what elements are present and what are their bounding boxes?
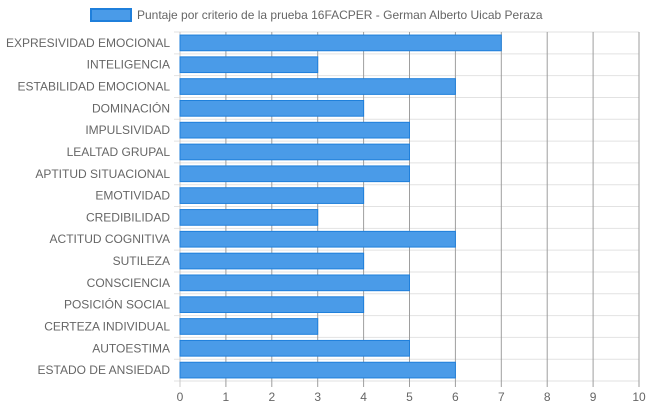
bars [179,34,502,379]
bar[interactable] [179,209,319,226]
y-tick-label: CREDIBILIDAD [86,210,170,224]
y-tick-label: ACTITUD COGNITIVA [50,232,170,246]
y-tick-label: IMPULSIVIDAD [85,123,170,137]
bar[interactable] [179,78,456,95]
bar[interactable] [179,187,365,204]
bar[interactable] [179,143,410,161]
y-tick-label: APTITUD SITUACIONAL [35,167,170,181]
y-tick-label: LEALTAD GRUPAL [67,145,171,159]
y-tick-label: CERTEZA INDIVIDUAL [44,319,170,333]
y-tick-label: INTELIGENCIA [87,58,170,72]
y-tick-label: SUTILEZA [113,254,170,268]
bar[interactable] [179,99,365,117]
bar[interactable] [179,34,502,52]
x-tick-label: 6 [452,390,459,404]
x-tick-label: 5 [406,390,413,404]
x-tick-label: 3 [314,390,321,404]
legend[interactable]: Puntaje por criterio de la prueba 16FACP… [90,8,543,22]
bar[interactable] [179,56,319,74]
bar[interactable] [179,165,410,183]
y-tick-label: ESTABILIDAD EMOCIONAL [18,80,171,94]
y-tick-label: CONSCIENCIA [87,276,170,290]
y-tick-label: POSICIÓN SOCIAL [64,297,170,312]
bar[interactable] [179,361,456,379]
x-tick-label: 9 [590,390,597,404]
y-tick-label: ESTADO DE ANSIEDAD [38,363,171,377]
x-axis-labels: 0 1 2 3 4 5 6 7 8 9 10 [177,390,646,404]
bar[interactable] [179,318,319,335]
x-tick-label: 1 [223,390,230,404]
x-tick-label: 10 [632,390,646,404]
x-tick-label: 0 [177,390,184,404]
x-tick-label: 4 [360,390,367,404]
x-tick-label: 7 [498,390,505,404]
bar[interactable] [179,121,410,139]
y-tick-label: DOMINACIÓN [92,100,170,115]
legend-swatch [90,8,132,22]
bar[interactable] [179,339,410,357]
y-tick-label: EMOTIVIDAD [95,189,170,203]
bar[interactable] [179,252,365,270]
y-tick-label: EXPRESIVIDAD EMOCIONAL [6,36,170,50]
x-tick-label: 8 [544,390,551,404]
y-axis-labels: EXPRESIVIDAD EMOCIONAL INTELIGENCIA ESTABI… [6,36,170,377]
legend-label: Puntaje por criterio de la prueba 16FACP… [137,8,543,22]
x-tick-label: 2 [268,390,275,404]
y-tick-label: AUTOESTIMA [92,341,170,355]
bar[interactable] [179,296,365,314]
bar[interactable] [179,274,410,292]
bar[interactable] [179,230,456,248]
